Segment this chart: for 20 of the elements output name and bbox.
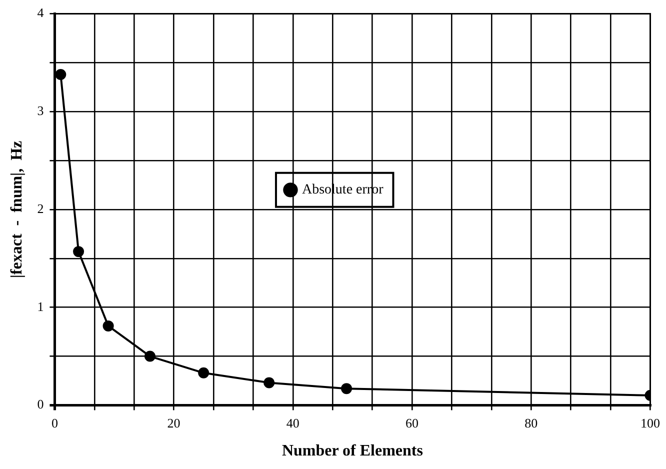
- x-tick-label: 0: [51, 415, 58, 430]
- point: [55, 68, 66, 80]
- x-tick-label: 80: [524, 415, 538, 430]
- point: [264, 377, 275, 388]
- y-tick-label: 4: [37, 5, 44, 20]
- x-tick-label: 40: [286, 415, 300, 430]
- point: [144, 350, 156, 362]
- y-tick-label: 1: [37, 298, 44, 314]
- point: [102, 320, 114, 332]
- y-tick-label: 2: [37, 200, 44, 216]
- point: [73, 246, 84, 258]
- y-tick-label: 0: [37, 396, 44, 412]
- point: [341, 383, 352, 394]
- point: [198, 367, 210, 378]
- x-tick-label: 60: [406, 415, 419, 430]
- x-tick-label: 100: [640, 415, 660, 430]
- y-axis-title: |fexact - fnum|, Hz: [8, 140, 26, 278]
- x-tick-label: 20: [167, 415, 180, 430]
- y-tick-label: 3: [37, 103, 44, 118]
- x-axis-title: Number of Elements: [282, 442, 423, 460]
